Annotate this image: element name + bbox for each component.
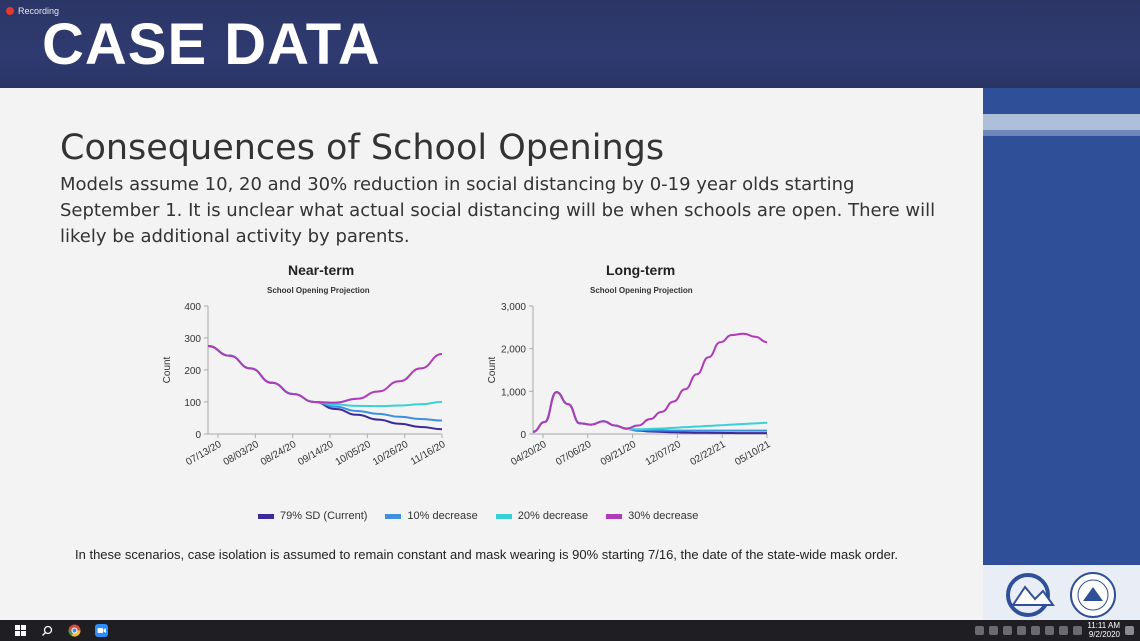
slide-body: Models assume 10, 20 and 30% reduction i… (60, 174, 936, 247)
y-tick-label: 100 (184, 398, 201, 409)
x-tick-label: 02/22/21 (688, 439, 728, 468)
legend-label: 30% decrease (628, 510, 699, 522)
side-panel (983, 88, 1140, 620)
tray-icon[interactable] (989, 625, 999, 635)
system-tray: 11:11 AM 9/2/2020 (975, 621, 1134, 639)
long-term-chart: 0 1,000 2,000 3,000 Count 04/20/20 07/06/20 09/… (487, 302, 773, 468)
chart-title-long-term: Long-term (606, 262, 676, 278)
legend-swatch (385, 513, 402, 519)
x-tick-label: 10/05/20 (334, 439, 374, 468)
series-line-20-decrease (532, 391, 768, 433)
recording-label: Recording (18, 6, 60, 16)
recording-indicator: Recording (6, 6, 59, 16)
taskbar: 11:11 AM 9/2/2020 (0, 620, 1140, 641)
chart-subtitle-long-term: School Opening Projection (590, 286, 693, 295)
chart-subtitle-near-term: School Opening Projection (267, 286, 370, 295)
y-tick-label: 300 (184, 334, 201, 345)
banner-title: CASE DATA (42, 12, 381, 77)
header-banner: Recording CASE DATA (0, 0, 1140, 88)
x-tick-label: 07/13/20 (184, 439, 224, 468)
windows-start-icon[interactable] (13, 624, 27, 638)
near-term-chart: 0 100 200 300 400 Count 07/13/2008/03/2008/24/… (162, 302, 448, 468)
zoom-icon[interactable] (94, 624, 108, 638)
notification-icon[interactable] (1125, 625, 1134, 635)
chart-legend: 79% SD (Current) 10% decrease 20% decrease… (258, 510, 698, 522)
x-tick-label: 12/07/20 (644, 439, 684, 468)
clock-time: 11:11 AM (1087, 621, 1120, 630)
x-tick-label: 07/06/20 (554, 439, 594, 468)
x-tick-label: 08/03/20 (222, 439, 262, 468)
y-axis-label: Count (487, 356, 498, 383)
x-tick-label: 09/14/20 (296, 439, 336, 468)
series-line-10-decrease (532, 391, 767, 433)
slide-title: Consequences of School Openings (60, 128, 665, 168)
y-tick-label: 1,000 (501, 387, 526, 398)
y-tick-label: 0 (195, 430, 201, 441)
legend-swatch (495, 513, 512, 519)
footnote: In these scenarios, case isolation is as… (75, 547, 899, 562)
colorado-logo-icon (1006, 572, 1116, 618)
series-line-30-decrease (532, 332, 768, 433)
side-stripe-dark (983, 130, 1140, 136)
legend-label: 10% decrease (407, 510, 478, 522)
chrome-icon[interactable] (67, 624, 81, 638)
tray-icon[interactable] (1045, 625, 1055, 635)
slide: Consequences of School Openings Models a… (0, 88, 983, 620)
system-clock[interactable]: 11:11 AM 9/2/2020 (1087, 621, 1120, 639)
search-icon[interactable] (40, 624, 54, 638)
record-icon (6, 7, 14, 15)
y-tick-label: 3,000 (501, 302, 526, 313)
tray-icon[interactable] (975, 625, 985, 635)
legend-item: 79% SD (Current) (258, 510, 367, 522)
y-tick-label: 2,000 (501, 345, 526, 356)
x-tick-label: 10/26/20 (371, 439, 411, 468)
series-line-20-decrease (207, 345, 443, 408)
tray-icon[interactable] (1017, 625, 1027, 635)
wifi-icon[interactable] (1059, 625, 1069, 635)
legend-label: 20% decrease (517, 510, 589, 522)
x-tick-label: 08/24/20 (259, 439, 299, 468)
x-tick-label: 04/20/20 (509, 439, 549, 468)
legend-item: 10% decrease (385, 510, 478, 522)
y-axis-label: Count (162, 356, 173, 383)
tray-icon[interactable] (1031, 625, 1041, 635)
series-line-79-sd-current- (532, 391, 767, 435)
volume-icon[interactable] (1073, 625, 1083, 635)
side-stripe (983, 114, 1140, 130)
legend-swatch (258, 513, 274, 519)
y-tick-label: 200 (184, 366, 201, 377)
series-line-10-decrease (207, 345, 443, 422)
logo-area (983, 565, 1140, 620)
chart-title-near-term: Near-term (288, 262, 355, 278)
x-tick-label: 09/21/20 (599, 439, 639, 468)
y-tick-label: 0 (520, 430, 526, 441)
x-tick-label: 05/10/21 (733, 439, 773, 468)
legend-item: 30% decrease (606, 510, 698, 522)
x-tick-label: 11/16/20 (409, 439, 448, 468)
series-line-30-decrease (207, 345, 443, 404)
tray-icon[interactable] (1003, 625, 1013, 635)
clock-date: 9/2/2020 (1088, 630, 1120, 639)
legend-label: 79% SD (Current) (280, 510, 368, 522)
legend-swatch (606, 513, 623, 519)
y-tick-label: 400 (184, 302, 201, 313)
legend-item: 20% decrease (495, 510, 589, 522)
